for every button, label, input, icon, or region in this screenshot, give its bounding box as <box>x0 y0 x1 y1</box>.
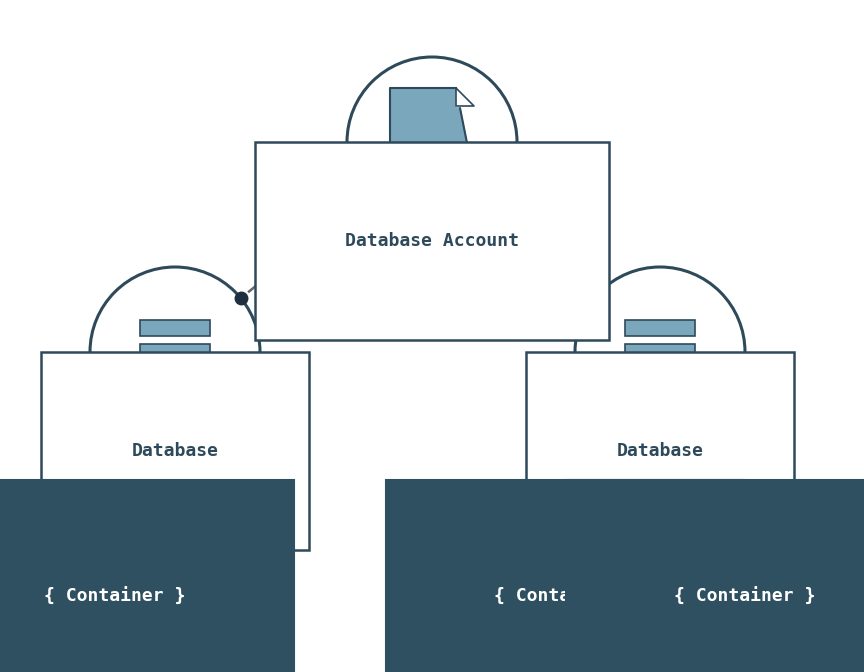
Text: Database: Database <box>131 442 219 460</box>
FancyBboxPatch shape <box>625 368 695 384</box>
FancyBboxPatch shape <box>625 320 695 336</box>
FancyBboxPatch shape <box>140 368 210 384</box>
Text: { Container }: { Container } <box>44 588 186 606</box>
Text: { Container }: { Container } <box>674 588 816 606</box>
Text: Database Account: Database Account <box>345 232 519 250</box>
Circle shape <box>347 57 517 227</box>
FancyBboxPatch shape <box>140 320 210 336</box>
Text: { Container }: { Container } <box>494 588 636 606</box>
Circle shape <box>90 267 260 437</box>
Polygon shape <box>390 88 474 196</box>
Polygon shape <box>456 88 474 106</box>
FancyBboxPatch shape <box>140 344 210 360</box>
Circle shape <box>575 267 745 437</box>
Text: Database: Database <box>617 442 703 460</box>
FancyBboxPatch shape <box>625 344 695 360</box>
